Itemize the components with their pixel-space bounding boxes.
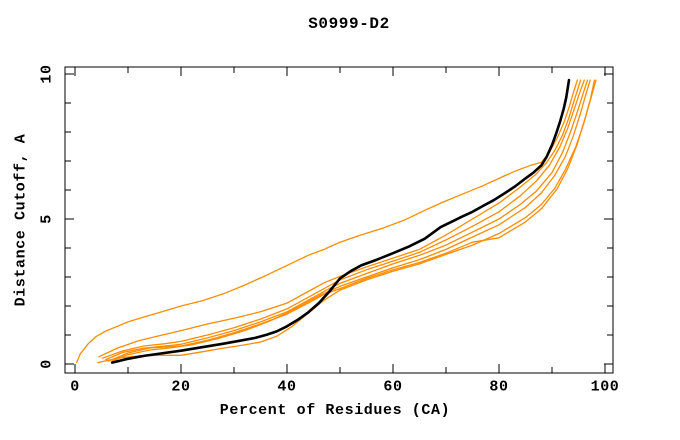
orange-curve-7 bbox=[107, 79, 597, 362]
x-tick-label: 40 bbox=[277, 378, 297, 396]
orange-curve-1 bbox=[75, 79, 579, 364]
y-tick-label: 5 bbox=[38, 214, 56, 224]
x-tick-label: 80 bbox=[489, 378, 509, 396]
x-tick-label: 60 bbox=[383, 378, 403, 396]
orange-curve-3 bbox=[101, 79, 585, 359]
plot-title: S0999-D2 bbox=[308, 15, 390, 33]
y-tick-label: 0 bbox=[38, 359, 56, 369]
black-curve bbox=[110, 78, 571, 364]
y-axis-label: Distance Cutoff, A bbox=[12, 133, 30, 307]
orange-curve-2 bbox=[98, 79, 582, 358]
x-tick-label: 0 bbox=[70, 378, 80, 396]
orange-curve-5 bbox=[111, 79, 591, 362]
y-tick-label: 10 bbox=[38, 64, 56, 84]
orange-curve-6 bbox=[97, 79, 596, 364]
x-tick-label: 20 bbox=[171, 378, 191, 396]
x-tick-label: 100 bbox=[590, 378, 620, 396]
x-axis-label: Percent of Residues (CA) bbox=[219, 402, 451, 419]
plot-border bbox=[64, 66, 614, 374]
orange-curve-4 bbox=[105, 79, 589, 361]
